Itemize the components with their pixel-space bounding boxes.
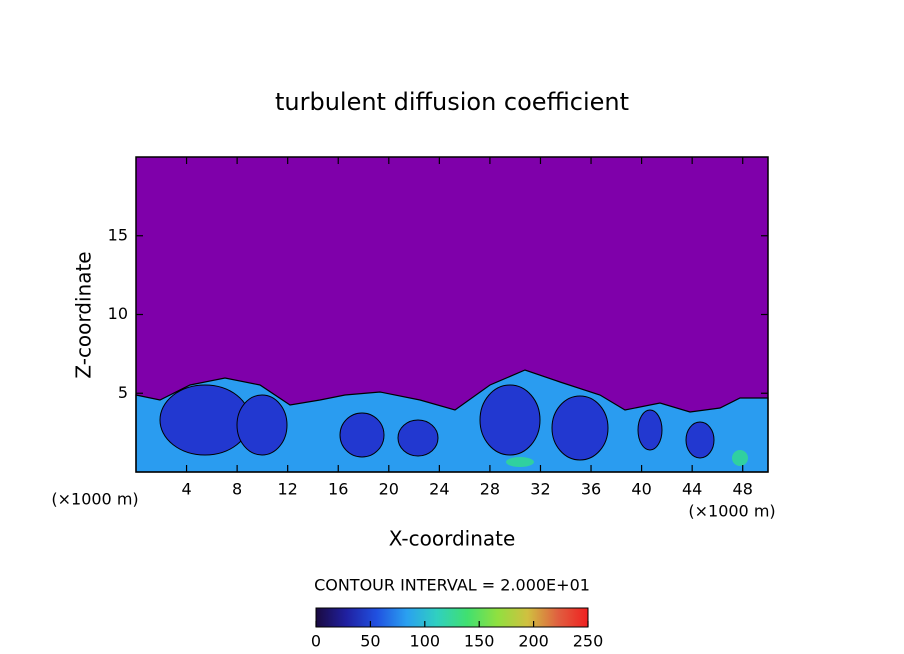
eddy	[159, 384, 251, 456]
eddy	[551, 395, 609, 461]
eddy	[506, 457, 534, 467]
colorbar	[315, 607, 589, 628]
eddy	[397, 419, 439, 457]
x-tick-label: 4	[181, 480, 191, 499]
colorbar-tick-label: 50	[360, 632, 380, 651]
eddy	[685, 421, 715, 459]
x-tick-label: 48	[733, 480, 753, 499]
x-unit: (×1000 m)	[688, 502, 775, 521]
y-tick-label: 5	[118, 383, 128, 402]
eddy	[479, 384, 541, 456]
colorbar-tick-label: 0	[311, 632, 321, 651]
eddy	[637, 409, 663, 451]
y-tick-label: 15	[108, 225, 128, 244]
colorbar-tick-label: 100	[410, 632, 441, 651]
y-tick-label: 10	[108, 304, 128, 323]
x-tick-label: 12	[278, 480, 298, 499]
colorbar-tick-label: 250	[573, 632, 604, 651]
x-axis-title: X-coordinate	[389, 527, 516, 551]
x-tick-label: 16	[328, 480, 348, 499]
contour-interval: CONTOUR INTERVAL = 2.000E+01	[314, 576, 590, 595]
x-tick-label: 32	[530, 480, 550, 499]
colorbar-tick-label: 150	[464, 632, 495, 651]
x-tick-label: 8	[232, 480, 242, 499]
y-axis-title: Z-coordinate	[72, 251, 96, 378]
x-tick-label: 20	[379, 480, 399, 499]
x-tick-label: 36	[581, 480, 601, 499]
x-tick-label: 24	[429, 480, 449, 499]
y-unit: (×1000 m)	[51, 490, 138, 509]
eddy	[339, 412, 385, 458]
x-tick-label: 40	[631, 480, 651, 499]
turbulent-layer	[135, 369, 769, 473]
x-tick-label: 44	[682, 480, 702, 499]
colorbar-tick-label: 200	[518, 632, 549, 651]
eddy	[236, 394, 288, 456]
eddy	[732, 450, 748, 466]
field	[135, 369, 769, 473]
chart-title: turbulent diffusion coefficient	[275, 88, 629, 116]
x-tick-label: 28	[480, 480, 500, 499]
